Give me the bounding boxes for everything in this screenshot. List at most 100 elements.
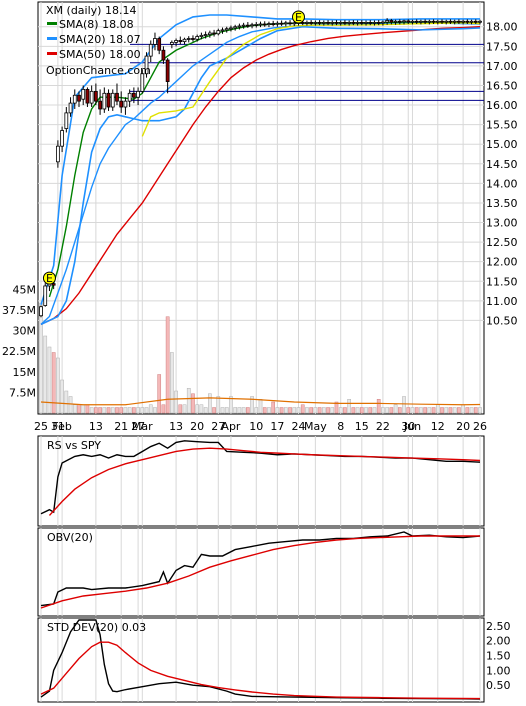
- line-sma50: [40, 26, 481, 325]
- obv-panel: OBV(20): [37, 527, 485, 617]
- volume-bar: [368, 407, 373, 414]
- candle-body: [368, 22, 373, 24]
- volume-bar: [279, 407, 284, 414]
- candle-body: [85, 88, 90, 104]
- candle-body: [123, 100, 128, 108]
- candle-body: [110, 92, 115, 108]
- candle-body: [186, 38, 191, 40]
- volume-bar: [39, 302, 43, 414]
- volume-average-line: [40, 397, 481, 406]
- volume-bar: [326, 407, 330, 414]
- volume-bar: [296, 407, 301, 414]
- volume-bar: [47, 346, 52, 414]
- candle-body: [461, 20, 465, 23]
- candle-body: [423, 20, 428, 23]
- volume-bar: [262, 407, 267, 414]
- candle-body: [169, 42, 174, 45]
- volume-bar: [267, 407, 271, 414]
- candle-body: [389, 20, 394, 23]
- candle-body: [321, 22, 326, 24]
- candle-body: [81, 88, 86, 100]
- candle-body: [275, 22, 280, 25]
- legend-swatch-sma8: [47, 22, 57, 25]
- candle-body: [385, 20, 390, 23]
- volume-bar: [452, 407, 457, 414]
- stddev-panel: 2.50 2.00 1.501.00 0.50 STD DEV(20) 0.03: [37, 617, 511, 703]
- volume-tick-label: 7.5M: [9, 386, 36, 399]
- obv-panel-frame: [37, 527, 485, 617]
- volume-bar: [178, 404, 183, 414]
- candle-body: [199, 34, 204, 37]
- rs-title: RS vs SPY: [47, 439, 101, 452]
- volume-bar: [144, 407, 149, 414]
- volume-bar: [254, 407, 259, 414]
- rs-panel: RS vs SPY: [37, 435, 485, 527]
- date-tick-label: May: [304, 420, 327, 433]
- volume-bar: [427, 407, 432, 414]
- price-tick-label: 18.00: [486, 21, 518, 34]
- volume-bar: [191, 393, 195, 414]
- volume-bar: [351, 407, 356, 414]
- price-axis-labels: 18.00 17.50 17.00 16.50 16.00 15.50 15.00 14.50…: [486, 21, 518, 328]
- date-tick-label: 31: [51, 420, 65, 433]
- price-tick-label: 13.00: [486, 217, 518, 230]
- volume-bar: [376, 399, 381, 414]
- candle-body: [258, 23, 263, 26]
- earnings-marker: [291, 10, 305, 24]
- volume-axis-labels: 45M 37.5M 30M 22.5M 15M 7.5M: [2, 283, 36, 399]
- candle-body: [216, 30, 221, 35]
- candle-body: [406, 20, 411, 23]
- volume-bar: [246, 407, 250, 414]
- volume-bar: [161, 404, 166, 414]
- candle-body: [271, 23, 276, 26]
- price-tick-label: 15.50: [486, 119, 518, 132]
- price-tick-label: 13.50: [486, 197, 518, 210]
- candle-body: [313, 22, 318, 24]
- volume-bar: [43, 335, 48, 414]
- volume-bar: [110, 407, 115, 414]
- candle-body: [359, 22, 364, 24]
- price-tick-label: 16.50: [486, 79, 518, 92]
- stddev-grid: [40, 618, 481, 702]
- volume-bar: [334, 401, 339, 414]
- volume-tick-label: 15M: [13, 366, 37, 379]
- volume-bars: [39, 302, 482, 414]
- volume-bar: [292, 407, 297, 414]
- candle-body: [224, 28, 229, 31]
- volume-bar: [389, 407, 394, 414]
- stddev-title: STD DEV(20) 0.03: [47, 621, 146, 634]
- volume-bar: [347, 399, 351, 414]
- volume-bar: [473, 407, 478, 414]
- line-band-upper: [40, 14, 480, 306]
- volume-tick-label: 30M: [13, 325, 37, 338]
- candle-body: [148, 43, 153, 57]
- candle-body: [351, 22, 356, 24]
- candle-body: [51, 283, 56, 286]
- candle-body: [77, 94, 81, 102]
- volume-bar: [288, 407, 292, 414]
- line-band-lower: [40, 25, 481, 326]
- candle-body: [262, 23, 267, 26]
- date-tick-label: 17: [270, 420, 284, 433]
- volume-bar: [275, 407, 280, 414]
- volume-bar: [448, 407, 453, 414]
- volume-bar: [313, 407, 318, 414]
- rs-grid: [40, 436, 481, 526]
- volume-bar: [237, 407, 242, 414]
- volume-bar: [64, 390, 69, 414]
- volume-bar: [309, 407, 313, 414]
- volume-bar: [106, 407, 111, 414]
- volume-bar: [51, 352, 56, 414]
- legend-sma8: SMA(8) 18.08: [59, 18, 134, 31]
- candle-body: [115, 92, 119, 102]
- candle-body: [64, 112, 69, 129]
- volume-bar: [77, 404, 81, 414]
- candle-body: [153, 38, 157, 45]
- price-panel-frame: [37, 1, 485, 415]
- volume-bar: [364, 407, 368, 414]
- earnings-marker-label: E: [295, 11, 302, 24]
- candle-body: [334, 22, 339, 24]
- candle-body: [182, 38, 187, 43]
- volume-bar: [115, 407, 119, 414]
- volume-bar: [431, 407, 436, 414]
